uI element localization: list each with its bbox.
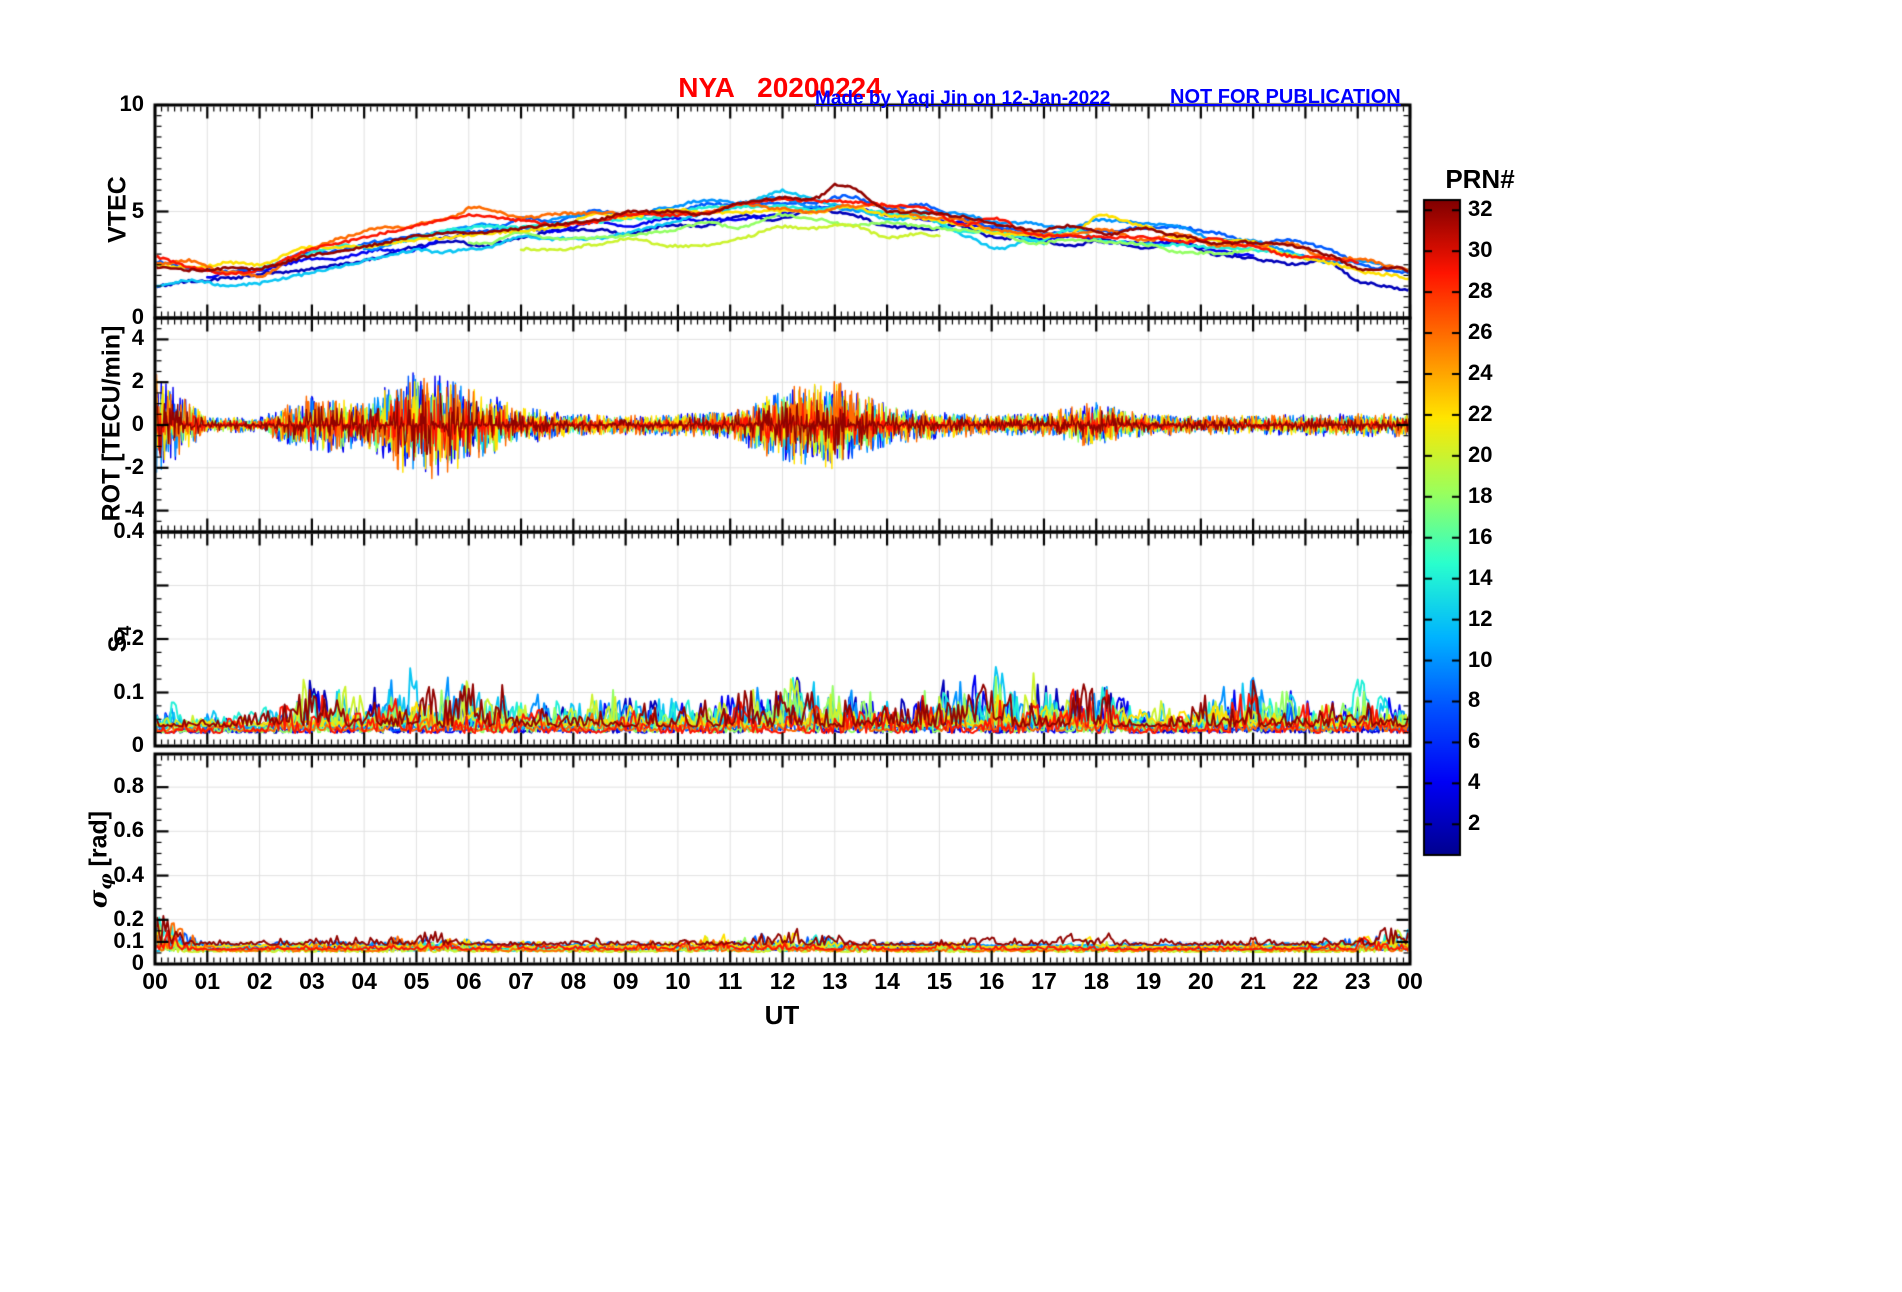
- y-tick-label: 0.1: [113, 678, 144, 704]
- colorbar-tick-label: 20: [1468, 441, 1493, 467]
- y-tick-label: 0: [131, 304, 144, 329]
- x-tick-label: 00: [142, 968, 168, 994]
- x-tick-label: 00: [1397, 968, 1423, 994]
- y-tick-label: -4: [124, 496, 144, 522]
- colorbar-tick-label: 4: [1468, 769, 1481, 795]
- colorbar-title: PRN#: [1445, 164, 1515, 194]
- x-axis-label: UT: [764, 1000, 800, 1030]
- x-tick-label: 23: [1344, 968, 1371, 994]
- x-tick-label: 01: [194, 968, 221, 994]
- colorbar-tick-label: 2: [1468, 810, 1481, 836]
- colorbar-tick-label: 8: [1468, 687, 1481, 713]
- x-tick-label: 22: [1292, 968, 1319, 994]
- x-tick-label: 02: [246, 968, 273, 994]
- y-tick-label: 0.4: [113, 861, 144, 887]
- x-tick-label: 03: [299, 968, 325, 994]
- y-tick-label: -2: [124, 453, 144, 479]
- colorbar-tick-label: 16: [1468, 523, 1493, 549]
- x-tick-label: 16: [978, 968, 1005, 994]
- warning-text: NOT FOR PUBLICATION: [1170, 86, 1401, 108]
- colorbar-tick-label: 30: [1468, 237, 1493, 263]
- colorbar-tick-label: 12: [1468, 605, 1493, 631]
- x-tick-label: 15: [926, 968, 953, 994]
- y-tick-label: 0: [131, 732, 144, 757]
- x-tick-label: 11: [718, 968, 743, 994]
- x-tick-label: 13: [821, 968, 848, 994]
- x-tick-label: 05: [403, 968, 430, 994]
- y-tick-label: 2: [131, 368, 144, 394]
- colorbar-tick-label: 22: [1468, 400, 1493, 426]
- x-tick-label: 12: [769, 968, 796, 994]
- y-tick-label: 0.6: [113, 817, 144, 843]
- y-tick-label: 4: [131, 325, 144, 351]
- y-tick-label: 5: [131, 197, 144, 223]
- colorbar-tick-label: 10: [1468, 646, 1493, 672]
- x-tick-label: 06: [455, 968, 482, 994]
- y-tick-label: 0.4: [113, 518, 144, 543]
- colorbar-tick-label: 24: [1468, 359, 1493, 385]
- x-tick-label: 14: [874, 968, 900, 994]
- y-tick-label: 0.2: [113, 905, 144, 931]
- x-tick-label: 21: [1240, 968, 1266, 994]
- y-tick-label: 0: [131, 950, 144, 975]
- x-tick-label: 17: [1031, 968, 1057, 994]
- x-tick-label: 09: [612, 968, 639, 994]
- colorbar-tick-label: 32: [1468, 196, 1493, 222]
- colorbar-tick-label: 14: [1468, 564, 1493, 590]
- y-tick-label: 0.2: [113, 625, 144, 650]
- chart-title: NYA 20200224: [678, 72, 882, 103]
- y-tick-label: 0: [131, 411, 144, 436]
- x-tick-label: 20: [1188, 968, 1214, 994]
- y-tick-label: 10: [119, 91, 144, 116]
- y-tick-label: 0.1: [113, 927, 144, 953]
- x-tick-label: 10: [665, 968, 691, 994]
- x-tick-label: 19: [1135, 968, 1162, 994]
- x-tick-label: 08: [560, 968, 587, 994]
- credit-text: Made by Yaqi Jin on 12-Jan-2022: [815, 88, 1111, 109]
- x-tick-label: 07: [508, 968, 534, 994]
- x-tick-label: 04: [351, 968, 377, 994]
- colorbar-tick-label: 18: [1468, 482, 1493, 508]
- y-tick-label: 0.8: [113, 773, 144, 799]
- x-tick-label: 18: [1083, 968, 1110, 994]
- colorbar-tick-label: 28: [1468, 278, 1493, 304]
- colorbar-tick-label: 26: [1468, 319, 1493, 345]
- colorbar-tick-label: 6: [1468, 728, 1481, 754]
